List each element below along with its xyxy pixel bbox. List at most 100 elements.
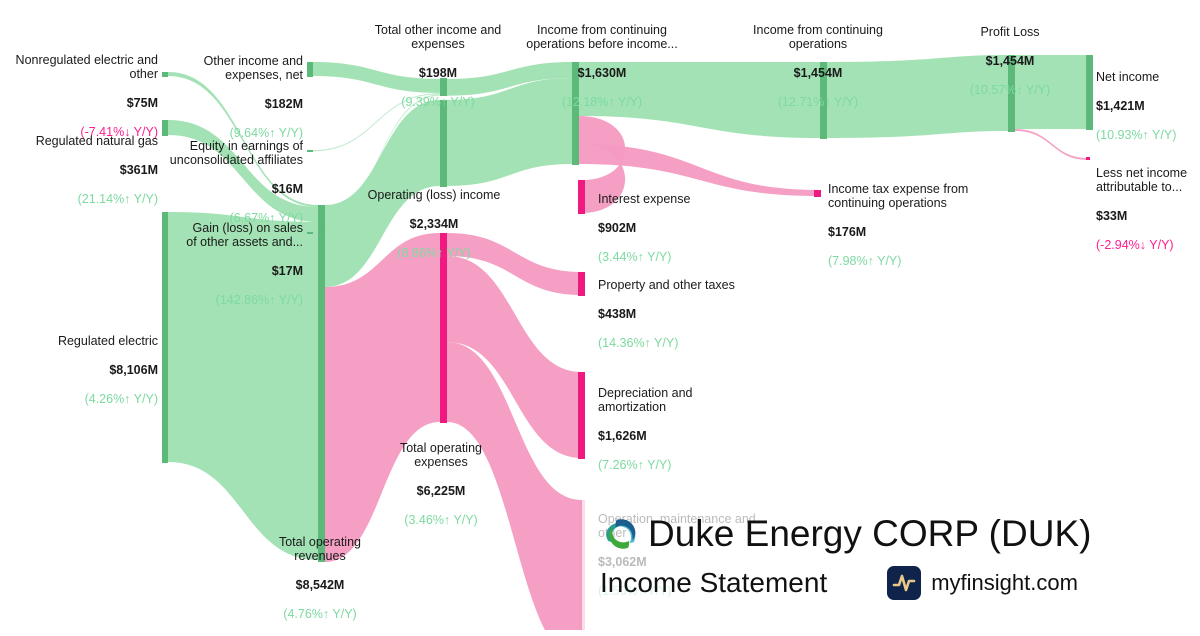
- label-name: Net income: [1096, 69, 1160, 84]
- node-depreciation-amortization[interactable]: [578, 372, 585, 459]
- label-change: (21.14%↑ Y/Y): [77, 191, 158, 206]
- node-total-operating-expenses[interactable]: [440, 233, 447, 423]
- myfinsight-url: myfinsight.com: [931, 570, 1078, 595]
- label-net-income: Net income $1,421M (10.93%↑ Y/Y): [1096, 55, 1200, 157]
- label-name: Total operating expenses: [399, 440, 482, 470]
- label-value: $33M: [1096, 209, 1128, 223]
- statement-row: Income Statement myfinsight.com: [600, 566, 1160, 600]
- label-depreciation-amortization: Depreciation and amortization $1,626M (7…: [598, 371, 788, 487]
- label-income-continuing-operations: Income from continuing operations $1,454…: [737, 8, 899, 124]
- link-equity-earnings-to-total-other: [313, 93, 440, 152]
- node-equity-earnings[interactable]: [307, 150, 313, 152]
- node-profit-loss[interactable]: [1008, 55, 1015, 132]
- label-name: Profit Loss: [980, 24, 1040, 39]
- label-interest-expense: Interest expense $902M (3.44%↑ Y/Y): [598, 177, 798, 279]
- link-profit-loss-to-less-noncontrolling: [1015, 129, 1088, 160]
- label-name: Less net income attributable to...: [1096, 165, 1188, 195]
- label-change: (14.36%↑ Y/Y): [598, 335, 679, 350]
- label-change: (10.57%↑ Y/Y): [969, 82, 1051, 97]
- node-gain-on-sales[interactable]: [307, 232, 313, 234]
- label-total-operating-expenses: Total operating expenses $6,225M (3.46%↑…: [376, 426, 506, 542]
- statement-type: Income Statement: [600, 567, 828, 598]
- node-net-income[interactable]: [1086, 55, 1093, 130]
- label-property-other-taxes: Property and other taxes $438M (14.36%↑ …: [598, 263, 798, 365]
- node-nonregulated-electric[interactable]: [162, 72, 168, 77]
- node-operation-maintenance-other[interactable]: [578, 500, 585, 630]
- label-value: $1,630M: [577, 66, 627, 80]
- label-name: Income tax expense from continuing opera…: [828, 181, 969, 211]
- label-regulated-electric: Regulated electric $8,106M (4.26%↑ Y/Y): [0, 319, 158, 421]
- label-operation-maintenance-other: Operation, maintenance and other $3,062M…: [598, 497, 808, 613]
- label-value: $8,542M: [295, 578, 345, 592]
- link-operating-expenses-to-depreciation: [447, 256, 582, 458]
- label-value: $438M: [598, 306, 637, 321]
- label-change: (142.86%↑ Y/Y): [215, 293, 303, 307]
- link-operating-income-to-income-before-tax: [447, 78, 572, 186]
- node-regulated-natural-gas[interactable]: [162, 120, 168, 136]
- label-name: Operation, maintenance and other: [598, 511, 756, 541]
- label-value: $902M: [598, 220, 637, 235]
- link-profit-loss-to-net-income: [1015, 55, 1088, 129]
- label-nonregulated-electric: Nonregulated electric and other $75M (-7…: [0, 38, 158, 154]
- myfinsight-brand[interactable]: myfinsight.com: [887, 566, 1078, 600]
- label-change: (12.18%↑ Y/Y): [561, 95, 643, 109]
- label-value: $16M: [271, 182, 303, 196]
- label-value: $361M: [119, 162, 158, 177]
- node-less-net-income-attributable[interactable]: [1086, 157, 1090, 160]
- label-value: $1,421M: [1096, 98, 1145, 113]
- label-profit-loss: Profit Loss $1,454M (10.57%↑ Y/Y): [945, 10, 1075, 112]
- link-reg-natgas-to-revenues: [168, 120, 318, 222]
- label-change: (3.44%↑ Y/Y): [598, 249, 672, 264]
- label-name: Equity in earnings of unconsolidated aff…: [169, 138, 303, 168]
- label-value: $1,454M: [793, 66, 843, 80]
- node-interest-expense[interactable]: [578, 180, 585, 214]
- label-change: (7.26%↑ Y/Y): [598, 458, 672, 472]
- label-change: (12.71%↑ Y/Y): [777, 95, 859, 109]
- label-change: (4.26%↑ Y/Y): [84, 391, 158, 406]
- node-regulated-electric[interactable]: [162, 212, 168, 463]
- label-change: (-7.41%↓ Y/Y): [80, 125, 158, 139]
- label-value: $3,062M: [598, 555, 647, 569]
- label-value: $17M: [271, 264, 303, 278]
- link-income-before-tax-to-income-tax: [579, 144, 818, 196]
- link-total-other-to-income-before-tax: [447, 62, 572, 96]
- label-change: (9.64%↑ Y/Y): [229, 126, 303, 140]
- label-name: Income from continuing operations: [753, 22, 883, 52]
- node-income-before-tax[interactable]: [572, 62, 579, 165]
- label-name: Interest expense: [598, 191, 691, 206]
- node-other-income-net[interactable]: [307, 62, 313, 77]
- node-property-other-taxes[interactable]: [578, 272, 585, 296]
- label-other-income-expenses-net: Other income and expenses, net $182M (9.…: [165, 39, 303, 155]
- label-name: Gain (loss) on sales of other assets and…: [186, 220, 303, 250]
- node-income-continuing-operations[interactable]: [820, 62, 827, 139]
- node-operating-income[interactable]: [440, 100, 447, 187]
- label-name: Total operating revenues: [278, 534, 361, 564]
- node-income-tax-expense[interactable]: [814, 190, 821, 197]
- label-name: Operating (loss) income: [367, 187, 501, 202]
- label-gain-on-sales: Gain (loss) on sales of other assets and…: [165, 206, 303, 322]
- link-reg-electric-to-revenues: [168, 212, 318, 560]
- company-title-row: Duke Energy CORP (DUK): [600, 512, 1091, 556]
- link-revenues-to-operating-expenses: [325, 233, 440, 562]
- label-change: (-2.94%↓ Y/Y): [1096, 238, 1174, 252]
- label-change: (10.93%↑ Y/Y): [1096, 127, 1177, 142]
- node-total-operating-revenues[interactable]: [318, 205, 325, 562]
- label-change: (4.76%↑ Y/Y): [283, 607, 357, 621]
- label-value: $2,334M: [409, 216, 459, 231]
- label-value: $176M: [828, 225, 867, 239]
- label-value: $1,626M: [598, 429, 647, 443]
- sankey-nodes: [162, 55, 1093, 630]
- link-income-before-tax-to-continuing-ops: [579, 62, 820, 138]
- label-income-before-tax: Income from continuing operations before…: [516, 8, 688, 124]
- label-name: Other income and expenses, net: [203, 53, 303, 83]
- node-total-other-income-expenses[interactable]: [440, 78, 447, 96]
- link-revenues-to-operating-income: [325, 100, 440, 287]
- label-value: $1,454M: [985, 53, 1035, 68]
- label-operating-income: Operating (loss) income $2,334M (8.86%↑ …: [358, 173, 510, 275]
- link-operating-expenses-to-property-taxes: [447, 233, 582, 295]
- label-value: $75M: [126, 96, 158, 110]
- label-change: (9.39%↑ Y/Y): [401, 95, 475, 109]
- label-equity-in-earnings: Equity in earnings of unconsolidated aff…: [165, 124, 303, 240]
- duke-energy-logo-icon: [606, 519, 636, 549]
